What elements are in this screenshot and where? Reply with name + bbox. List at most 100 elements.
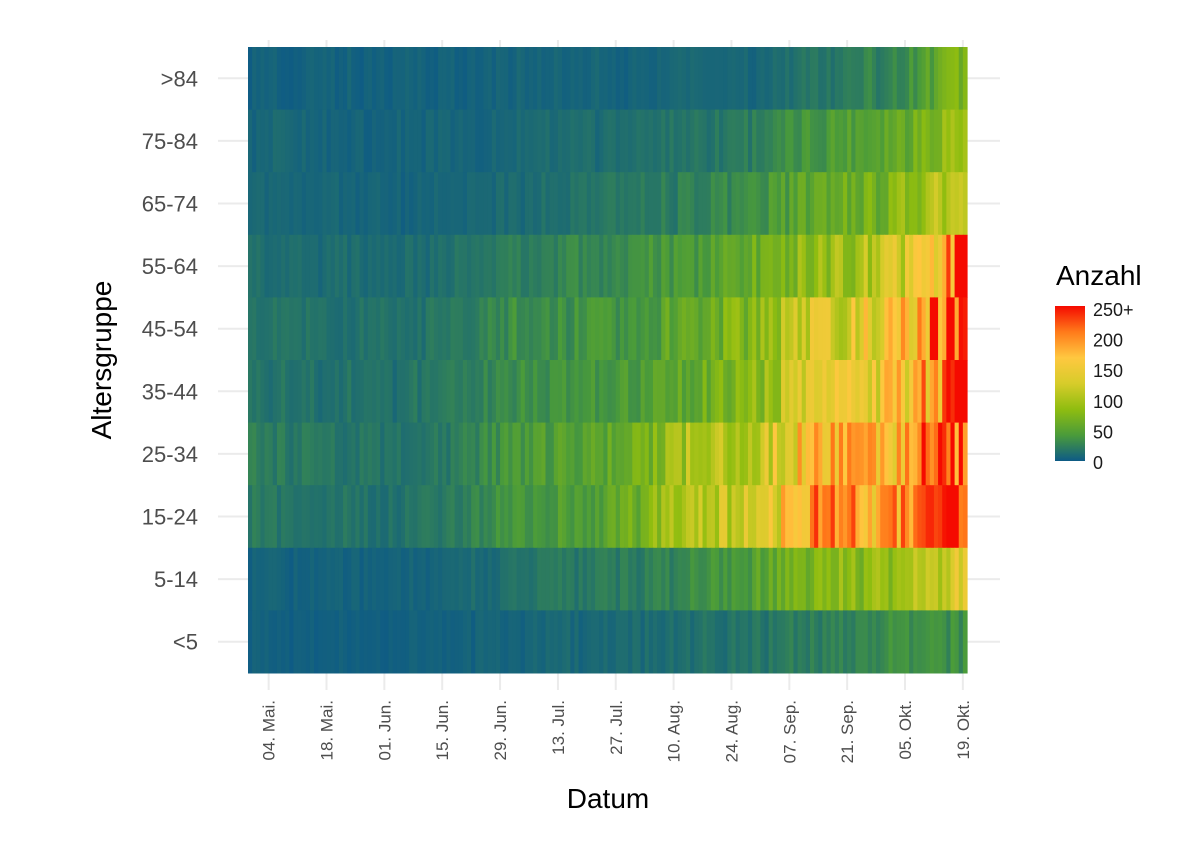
heatmap-cell — [822, 297, 828, 361]
heatmap-cell — [652, 172, 658, 236]
heatmap-cell — [528, 610, 534, 674]
heatmap-cell — [764, 547, 770, 611]
heatmap-cell — [549, 47, 555, 111]
heatmap-cell — [425, 485, 431, 549]
heatmap-cell — [723, 297, 728, 361]
heatmap-cell — [405, 234, 410, 298]
heatmap-cell — [710, 485, 716, 549]
heatmap-cell — [380, 485, 385, 549]
heatmap-cell — [950, 485, 956, 549]
heatmap-cell — [343, 109, 348, 173]
heatmap-cell — [855, 610, 861, 674]
heatmap-cell — [686, 547, 691, 611]
heatmap-cell — [677, 547, 683, 611]
heatmap-cell — [942, 360, 947, 424]
heatmap-cell — [491, 297, 497, 361]
heatmap-cell — [747, 172, 753, 236]
heatmap-cell — [338, 422, 344, 486]
heatmap-cell — [905, 547, 910, 611]
heatmap-cell — [743, 297, 749, 361]
heatmap-cell — [545, 47, 551, 111]
heatmap-cell — [318, 47, 323, 111]
heatmap-cell — [673, 547, 679, 611]
heatmap-cell — [570, 610, 576, 674]
heatmap-cell — [739, 234, 745, 298]
heatmap-cell — [371, 109, 377, 173]
heatmap-cell — [314, 109, 319, 173]
heatmap-cell — [764, 610, 770, 674]
heatmap-cell — [438, 47, 443, 111]
heatmap-cell — [528, 234, 534, 298]
heatmap-cell — [433, 47, 439, 111]
heatmap-cell — [735, 297, 741, 361]
heatmap-cell — [723, 485, 728, 549]
heatmap-cell — [524, 297, 530, 361]
heatmap-cell — [789, 47, 795, 111]
heatmap-cell — [801, 47, 807, 111]
heatmap-cell — [760, 360, 766, 424]
heatmap-cell — [330, 47, 336, 111]
heatmap-cell — [392, 485, 398, 549]
heatmap-cell — [607, 547, 613, 611]
heatmap-cell — [442, 234, 447, 298]
heatmap-cell — [462, 172, 468, 236]
heatmap-cell — [405, 109, 410, 173]
heatmap-cell — [380, 422, 385, 486]
heatmap-cell — [681, 547, 687, 611]
heatmap-cell — [289, 297, 295, 361]
heatmap-cell — [359, 297, 365, 361]
heatmap-cell — [549, 109, 555, 173]
heatmap-cell — [351, 360, 357, 424]
heatmap-cell — [454, 422, 460, 486]
heatmap-cell — [276, 172, 282, 236]
heatmap-cell — [727, 297, 733, 361]
heatmap-cell — [516, 47, 522, 111]
heatmap-cell — [611, 422, 617, 486]
heatmap-cell — [475, 547, 480, 611]
heatmap-cell — [797, 109, 803, 173]
heatmap-cell — [863, 422, 869, 486]
legend-label: 50 — [1093, 422, 1113, 442]
heatmap-cell — [942, 485, 947, 549]
heatmap-cell — [619, 547, 625, 611]
heatmap-cell — [752, 47, 757, 111]
heatmap-cell — [772, 47, 778, 111]
heatmap-cell — [409, 172, 414, 236]
heatmap-cell — [636, 297, 642, 361]
heatmap-cell — [925, 547, 931, 611]
heatmap-cell — [818, 47, 823, 111]
heatmap-cell — [789, 297, 795, 361]
heatmap-cell — [252, 610, 257, 674]
heatmap-cell — [855, 485, 861, 549]
heatmap-cell — [619, 172, 625, 236]
heatmap-cell — [702, 360, 708, 424]
heatmap-cell — [351, 47, 357, 111]
heatmap-cell — [541, 172, 547, 236]
heatmap-cell — [690, 422, 695, 486]
heatmap-cell — [252, 109, 257, 173]
heatmap-cell — [595, 547, 600, 611]
heatmap-cell — [566, 234, 571, 298]
heatmap-cell — [417, 109, 423, 173]
legend-label: 100 — [1093, 392, 1123, 412]
heatmap-cell — [863, 485, 869, 549]
heatmap-cell — [384, 172, 390, 236]
heatmap-cell — [388, 172, 394, 236]
heatmap-cell — [553, 172, 559, 236]
heatmap-cell — [541, 547, 547, 611]
heatmap-cell — [958, 47, 964, 111]
heatmap-cell — [388, 109, 394, 173]
heatmap-cell — [636, 485, 642, 549]
heatmap-cell — [429, 422, 435, 486]
heatmap-cell — [305, 360, 311, 424]
heatmap-cell — [425, 547, 431, 611]
heatmap-cell — [590, 47, 596, 111]
heatmap-cell — [814, 109, 819, 173]
heatmap-cell — [343, 422, 348, 486]
heatmap-cell — [905, 109, 910, 173]
heatmap-cell — [425, 297, 431, 361]
heatmap-cell — [702, 47, 708, 111]
heatmap-cell — [322, 297, 328, 361]
heatmap-cell — [962, 422, 968, 486]
heatmap-cell — [421, 297, 427, 361]
